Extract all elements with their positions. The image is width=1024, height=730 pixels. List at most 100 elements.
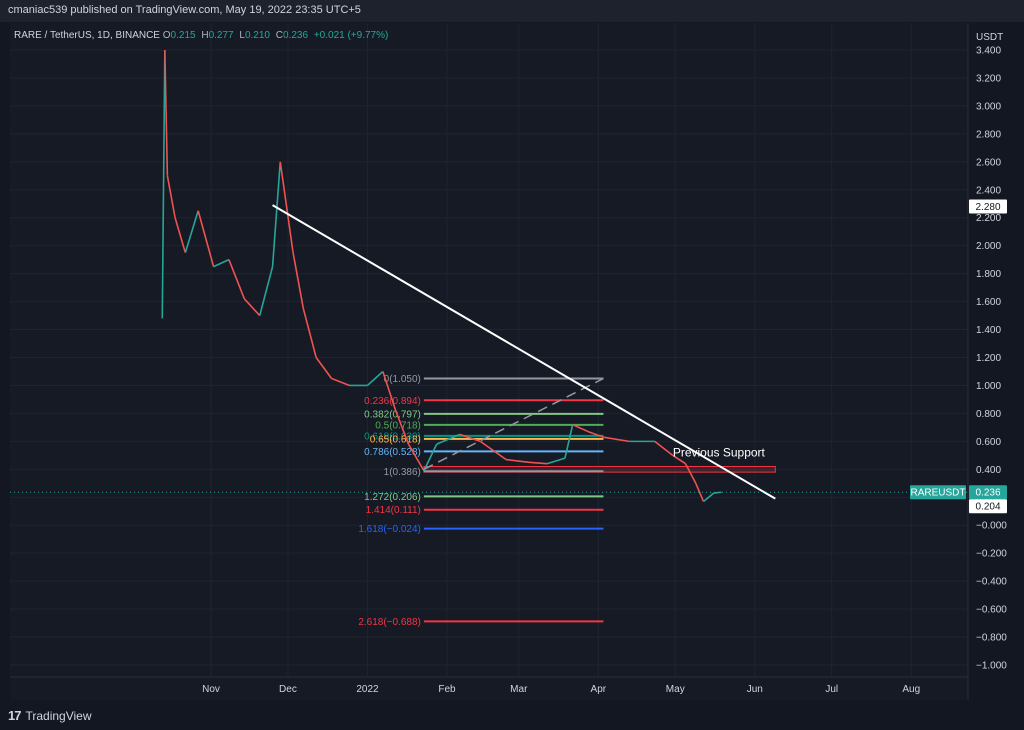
x-tick-label: Mar xyxy=(510,684,528,695)
change-value: +0.021 (+9.77%) xyxy=(313,30,389,41)
y-tick-label: 2.000 xyxy=(976,241,1001,252)
y-tick-label: 1.400 xyxy=(976,325,1001,336)
y-tick-label: 3.400 xyxy=(976,46,1001,57)
price-segment xyxy=(394,410,410,445)
y-tick-label: 2.600 xyxy=(976,157,1001,168)
fib-level-label: 0.786(0.528) xyxy=(364,447,421,458)
fib-level-label: 1.414(0.111) xyxy=(366,505,421,516)
y-tick-label: 1.600 xyxy=(976,297,1001,308)
price-segment xyxy=(423,443,438,472)
published-text: cmaniac539 published on TradingView.com,… xyxy=(8,4,361,16)
y-tick-label: −0.800 xyxy=(976,633,1007,644)
price-badge-label: 0.204 xyxy=(975,502,1000,513)
y-tick-label: −0.000 xyxy=(976,521,1007,532)
price-segment xyxy=(279,161,294,253)
y-tick-label: 0.600 xyxy=(976,437,1001,448)
x-tick-label: Apr xyxy=(591,684,607,695)
price-segment xyxy=(164,49,169,176)
price-segment xyxy=(505,458,530,464)
price-segment xyxy=(713,491,722,494)
price-segment xyxy=(213,258,230,268)
price-segment xyxy=(572,423,589,433)
price-segment xyxy=(174,217,187,253)
price-segment xyxy=(243,298,261,317)
price-segment xyxy=(161,49,166,319)
symbol-name: RARE / TetherUS, 1D, BINANCE xyxy=(14,30,160,41)
price-badge-bg xyxy=(969,499,1007,514)
price-segment xyxy=(684,463,697,484)
price-segment xyxy=(382,371,397,411)
price-segment xyxy=(366,370,384,387)
price-segment xyxy=(436,433,461,445)
price-segment xyxy=(228,259,246,300)
price-badge-label: 0.236 xyxy=(975,488,1000,499)
descending-trendline xyxy=(272,204,776,500)
symbol-badge-label: RAREUSDT xyxy=(910,488,965,499)
close-key: C xyxy=(275,30,284,41)
open-value: 0.215 xyxy=(170,30,196,41)
price-segment xyxy=(546,457,566,465)
fib-level-label: 0.618(0.639) xyxy=(364,431,421,442)
fib-level-label: 2.618(−0.688) xyxy=(358,617,421,628)
time-axis-bar xyxy=(0,700,1024,730)
y-tick-label: −0.600 xyxy=(976,605,1007,616)
tradingview-logo[interactable]: 17 TradingView xyxy=(8,708,92,723)
high-key: H xyxy=(201,30,209,41)
y-tick-label: 1.800 xyxy=(976,269,1001,280)
y-tick-label: 2.200 xyxy=(976,213,1001,224)
fib-level-label: 1.272(0.206) xyxy=(364,492,421,503)
price-segment xyxy=(603,436,630,443)
fib-level-label: 0(1.050) xyxy=(384,374,421,385)
currency-label: USDT xyxy=(976,32,1003,43)
price-segment xyxy=(166,175,176,218)
price-segment xyxy=(302,308,317,358)
fib-level-label: 1.618(−0.024) xyxy=(358,524,421,535)
x-tick-label: Jul xyxy=(825,684,838,695)
price-badge-bg xyxy=(969,199,1007,214)
y-tick-label: −0.400 xyxy=(976,577,1007,588)
x-tick-label: Aug xyxy=(902,684,920,695)
price-segment xyxy=(587,430,604,438)
low-key: L xyxy=(239,30,245,41)
y-tick-label: 2.800 xyxy=(976,129,1001,140)
y-tick-label: 3.000 xyxy=(976,101,1001,112)
price-segment xyxy=(528,461,548,465)
fib-level-label: 1(0.386) xyxy=(384,467,421,478)
y-tick-label: 0.400 xyxy=(976,465,1001,476)
price-segment xyxy=(184,210,199,253)
tradingview-logo-text: TradingView xyxy=(25,708,92,723)
price-segment xyxy=(271,161,282,267)
price-badge-bg xyxy=(969,485,1007,500)
x-tick-label: Nov xyxy=(202,684,220,695)
price-segment xyxy=(702,492,715,503)
chart-pane[interactable] xyxy=(10,23,968,700)
tradingview-logo-icon: 17 xyxy=(8,708,22,723)
y-tick-label: −0.200 xyxy=(976,549,1007,560)
open-key: O xyxy=(162,30,171,41)
x-tick-label: Feb xyxy=(438,684,456,695)
y-tick-label: 1.000 xyxy=(976,381,1001,392)
price-segment xyxy=(695,482,705,502)
price-segment xyxy=(197,210,215,267)
price-segment xyxy=(672,454,686,465)
low-value: 0.210 xyxy=(244,30,270,41)
price-axis[interactable] xyxy=(968,23,1024,700)
symbol-badge-bg xyxy=(910,485,966,500)
fib-level-label: 0.5(0.718) xyxy=(375,420,421,431)
symbol-legend: RARE / TetherUS, 1D, BINANCE O0.215 H0.2… xyxy=(14,30,388,41)
dashed-projection-line xyxy=(423,377,604,470)
price-segment xyxy=(331,377,350,387)
price-segment xyxy=(407,443,425,472)
price-segment xyxy=(292,252,305,309)
fib-level-label: 0.65(0.618) xyxy=(370,434,421,445)
y-tick-label: 0.800 xyxy=(976,409,1001,420)
price-segment xyxy=(258,266,274,316)
price-segment xyxy=(459,433,481,443)
price-badge-label: 2.280 xyxy=(975,202,1000,213)
x-tick-label: 2022 xyxy=(356,684,379,695)
high-value: 0.277 xyxy=(208,30,234,41)
close-value: 0.236 xyxy=(283,30,309,41)
x-tick-label: May xyxy=(666,684,685,695)
y-tick-label: −1.000 xyxy=(976,661,1007,672)
